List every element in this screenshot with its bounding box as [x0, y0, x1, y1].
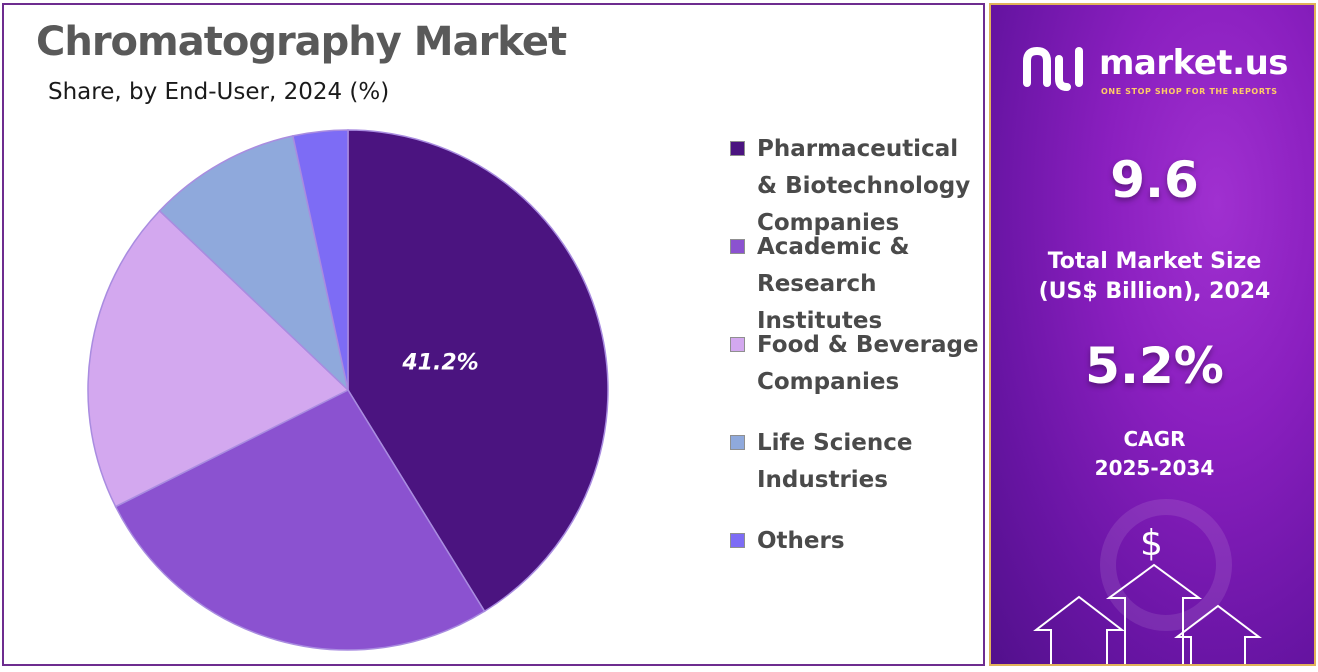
- brand-tagline: ONE STOP SHOP FOR THE REPORTS: [1101, 87, 1278, 96]
- market-size-value: 9.6: [1110, 151, 1199, 209]
- brand-logo: market.us ONE STOP SHOP FOR THE REPORTS: [1021, 43, 1291, 103]
- legend-swatch: [730, 239, 745, 254]
- pie-data-label: 41.2%: [401, 351, 478, 376]
- arrow-up-icon: [1174, 604, 1262, 664]
- chart-title: Chromatography Market: [36, 19, 567, 65]
- arrow-up-icon: [1033, 595, 1125, 664]
- legend-label: Academic & Research Institutes: [757, 234, 910, 334]
- pie-slice-food-beverage-companies: [87, 209, 350, 508]
- market-size-label-line2: (US$ Billion), 2024: [1038, 279, 1271, 304]
- market-us-logo-icon: [1023, 46, 1083, 91]
- pie-slice-academic-research-institutes: [114, 389, 486, 651]
- coin-ring-decoration: [1100, 499, 1232, 631]
- chart-subtitle: Share, by End-User, 2024 (%): [48, 79, 390, 105]
- cagr-value: 5.2%: [1085, 337, 1224, 395]
- background-decoration: [1033, 499, 1262, 664]
- pie-slice-life-science-industries: [158, 135, 350, 393]
- legend-swatch: [730, 337, 745, 352]
- arrow-up-icon: [1105, 563, 1203, 664]
- legend-label: Food & Beverage Companies: [757, 332, 979, 395]
- legend-swatch: [730, 141, 745, 156]
- brand-name: market.us: [1099, 43, 1289, 83]
- legend-label: Others: [757, 528, 845, 554]
- pie-chart: 41.2%: [87, 129, 609, 651]
- pie-slice-pharmaceutical-biotechnology-companies: [347, 129, 609, 613]
- legend-swatch: [730, 435, 745, 450]
- market-size-label-line1: Total Market Size: [1047, 249, 1262, 274]
- summary-panel: market.us ONE STOP SHOP FOR THE REPORTS …: [989, 3, 1316, 666]
- dollar-icon: $: [1140, 523, 1163, 564]
- cagr-label-line1: CAGR: [1123, 427, 1186, 451]
- pie-slice-others: [291, 129, 349, 391]
- legend-label: Life Science Industries: [757, 430, 913, 493]
- cagr-label-line2: 2025-2034: [1094, 456, 1215, 480]
- chart-panel: Chromatography Market Share, by End-User…: [2, 3, 985, 666]
- legend-swatch: [730, 533, 745, 548]
- legend-label: Pharmaceutical & Biotechnology Companies: [757, 136, 971, 236]
